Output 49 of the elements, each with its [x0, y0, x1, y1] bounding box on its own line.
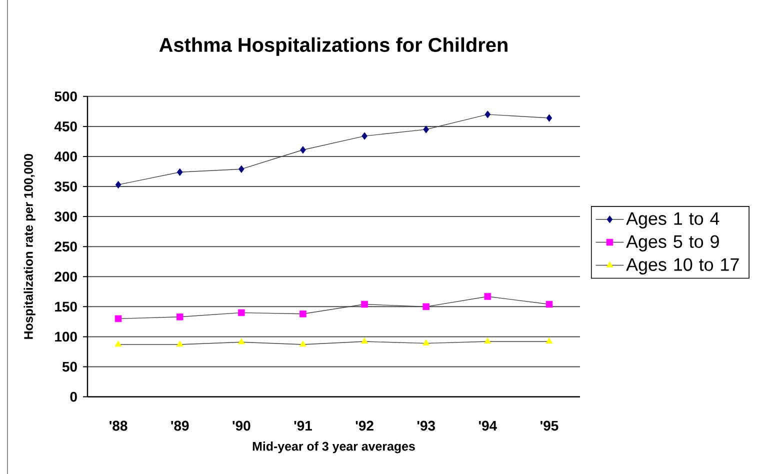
x-tick-label: '94 — [478, 420, 497, 431]
point — [238, 309, 245, 316]
point — [546, 114, 552, 122]
point — [484, 293, 492, 300]
y-axis-title: Hospitalization rate per 100,000 — [24, 154, 36, 339]
y-tick-label: 150 — [55, 302, 77, 312]
x-tick-label: '95 — [540, 420, 558, 431]
y-tick-label: 100 — [55, 332, 77, 342]
point — [238, 338, 245, 344]
legend-label: Ages 1 to 4 — [626, 212, 720, 228]
legend-label: Ages 10 to 17 — [626, 258, 739, 274]
point — [176, 340, 184, 347]
x-tick-label: '88 — [110, 420, 128, 431]
point — [299, 340, 306, 347]
point — [422, 339, 430, 346]
y-tick-label: 200 — [54, 272, 77, 282]
y-tick-label: 0 — [70, 392, 77, 402]
x-tick-label: '92 — [356, 420, 374, 431]
y-tick-label: 300 — [54, 212, 77, 222]
point — [422, 303, 430, 310]
point — [362, 132, 368, 140]
point — [361, 300, 368, 308]
y-tick-label: 50 — [62, 362, 77, 372]
point — [114, 340, 122, 347]
point — [484, 110, 491, 118]
point — [176, 168, 183, 176]
point — [484, 338, 492, 344]
legend-label: Ages 5 to 9 — [626, 235, 719, 252]
point — [361, 338, 368, 344]
x-tick-label: '93 — [417, 420, 435, 431]
x-tick-label: '91 — [294, 420, 312, 431]
y-tick-label: 450 — [54, 121, 77, 132]
point — [300, 310, 306, 318]
point — [115, 180, 122, 189]
point — [423, 126, 429, 134]
y-tick-label: 250 — [54, 242, 77, 252]
chart-title: Asthma Hospitalizations for Children — [159, 37, 508, 56]
point — [176, 313, 184, 320]
y-tick-label: 350 — [54, 182, 77, 192]
point — [546, 338, 553, 344]
point — [238, 165, 244, 173]
x-tick-label: '89 — [171, 420, 189, 431]
y-tick-label: 500 — [54, 91, 77, 102]
x-axis-title: Mid-year of 3 year averages — [252, 442, 415, 454]
x-tick-label: '90 — [232, 420, 250, 431]
point — [546, 300, 553, 308]
point — [114, 315, 122, 322]
y-tick-label: 400 — [54, 152, 77, 162]
point — [300, 146, 306, 154]
